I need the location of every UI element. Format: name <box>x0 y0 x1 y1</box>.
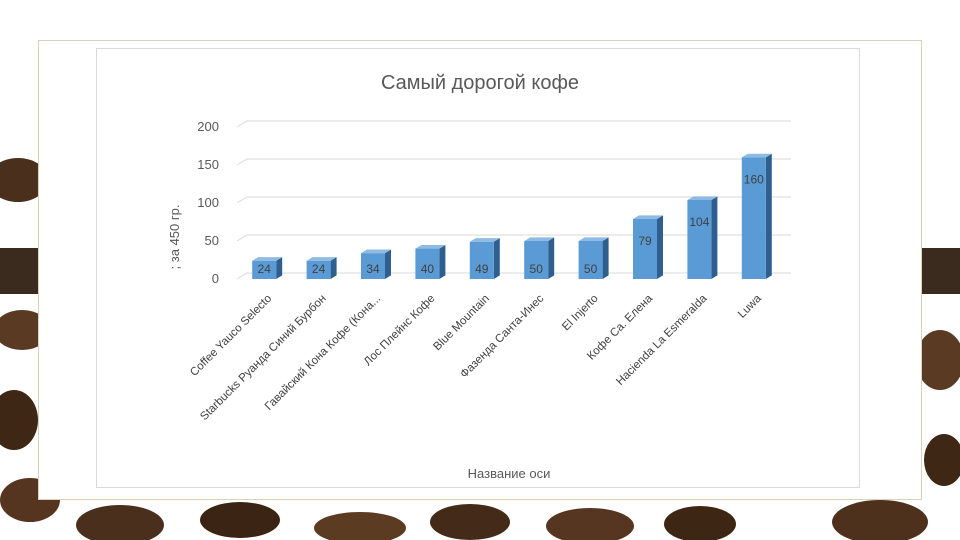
bar-front <box>524 241 549 279</box>
bar <box>361 249 391 279</box>
gridline <box>236 158 791 166</box>
bar-top <box>578 237 609 241</box>
chart-title: Самый дорогой кофе <box>381 72 579 94</box>
bar-side <box>765 153 772 279</box>
data-label: 50 <box>530 262 544 276</box>
bars <box>252 153 772 279</box>
bar-side <box>493 238 500 279</box>
x-axis-label: Название оси <box>468 466 551 481</box>
data-label: 34 <box>366 262 380 276</box>
category-label: Luwa <box>736 292 764 320</box>
data-label: 40 <box>421 262 435 276</box>
bar-side <box>385 249 391 279</box>
data-label: 160 <box>744 172 764 186</box>
bar-side <box>330 257 337 279</box>
y-tick-label: 0 <box>212 271 219 286</box>
bar <box>524 237 555 279</box>
y-tick-labels: 0 50 100 150 200 <box>197 119 219 286</box>
bar-chart: 24 24 34 40 49 50 50 79 104 160 0 50 100 150 200 Coff… <box>167 72 791 481</box>
y-axis-label: ; за 450 гр. <box>167 205 182 270</box>
data-label: 49 <box>475 262 489 276</box>
category-label: Blue Mountain <box>431 293 491 353</box>
bar-front <box>361 253 385 279</box>
bar-top <box>415 245 446 249</box>
bar-front <box>469 241 494 279</box>
bar-front <box>741 157 766 279</box>
data-labels: 24 24 34 40 49 50 50 79 104 160 <box>258 172 765 276</box>
category-label: Гавайский Кона Кофе (Кона... <box>263 293 383 413</box>
bar <box>415 245 446 279</box>
bar-side <box>657 215 663 279</box>
data-label: 24 <box>312 262 326 276</box>
bar-side <box>711 196 718 279</box>
bar <box>252 257 283 279</box>
gridline <box>236 272 791 280</box>
bar-top <box>524 237 555 241</box>
chart-panel: 24 24 34 40 49 50 50 79 104 160 0 50 100 150 200 Coff… <box>96 48 860 488</box>
category-label: Hacienda La Esmeralda <box>614 292 710 388</box>
bar-side <box>439 245 446 279</box>
bar <box>578 237 609 279</box>
bar <box>687 196 718 279</box>
bar-side <box>276 257 283 279</box>
data-label: 24 <box>258 262 272 276</box>
data-label: 104 <box>689 215 709 229</box>
bar-front <box>687 199 712 279</box>
bar-top <box>687 196 718 200</box>
y-tick-label: 50 <box>205 233 219 248</box>
gridline <box>236 234 791 242</box>
y-tick-label: 150 <box>197 157 219 172</box>
bar <box>306 257 337 279</box>
data-label: 50 <box>584 262 598 276</box>
bar <box>741 153 772 279</box>
bar <box>633 215 663 279</box>
category-label: El Injerto <box>560 293 601 334</box>
bar-top <box>252 257 283 261</box>
bar-front <box>252 260 277 279</box>
gridline <box>236 120 791 128</box>
gridlines <box>236 120 791 280</box>
bar-front <box>306 260 331 279</box>
data-label: 79 <box>638 234 652 248</box>
bar-top <box>306 257 337 261</box>
bar-front <box>633 218 657 279</box>
bar-top <box>361 249 391 254</box>
bar-top <box>469 238 500 242</box>
bar <box>469 238 500 279</box>
bar-top <box>741 153 772 158</box>
y-tick-label: 100 <box>197 195 219 210</box>
bar-side <box>602 237 609 279</box>
bar-front <box>578 241 603 279</box>
bar-side <box>548 237 555 279</box>
y-tick-label: 200 <box>197 119 219 134</box>
bar-front <box>415 248 440 279</box>
gridline <box>236 196 791 204</box>
bar-top <box>633 215 663 219</box>
